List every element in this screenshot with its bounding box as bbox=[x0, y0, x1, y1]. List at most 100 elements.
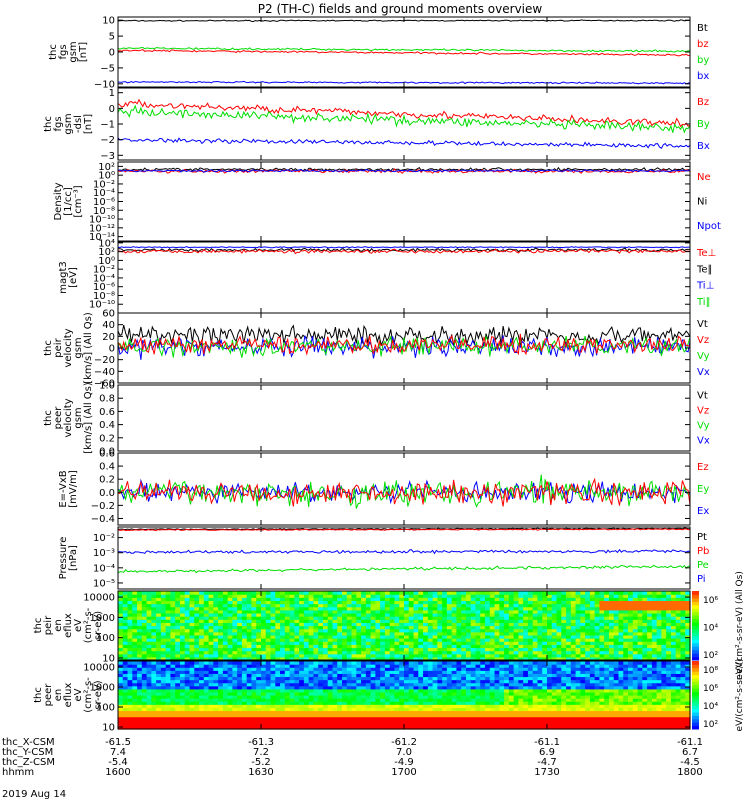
spectrogram-cell bbox=[189, 600, 195, 605]
spectrogram-cell bbox=[275, 676, 281, 681]
spectrogram-cell bbox=[332, 591, 338, 595]
spectrogram-cell bbox=[118, 673, 124, 678]
spectrogram-cell bbox=[170, 600, 176, 605]
spectrogram-cell bbox=[118, 594, 124, 598]
spectrogram-cell bbox=[408, 691, 415, 696]
spectrogram-cell bbox=[494, 691, 500, 696]
spectrogram-cell bbox=[461, 641, 467, 645]
spectrogram-cell bbox=[580, 647, 586, 652]
spectrogram-cell bbox=[280, 656, 286, 661]
spectrogram-cell bbox=[303, 673, 310, 678]
spectrogram-cell bbox=[361, 616, 367, 620]
spectrogram-cell bbox=[485, 634, 491, 639]
spectrogram-cell bbox=[423, 656, 429, 661]
spectrogram-cell bbox=[647, 647, 653, 652]
spectrogram-cell bbox=[394, 641, 400, 645]
spectrogram-cell bbox=[575, 622, 581, 627]
spectrogram-cell bbox=[218, 612, 224, 617]
spectrogram-cell bbox=[203, 591, 210, 595]
spectrogram-cell bbox=[566, 591, 572, 595]
spectrogram-cell bbox=[294, 597, 300, 602]
spectrogram-cell bbox=[394, 656, 400, 661]
spectrogram-cell bbox=[470, 641, 477, 645]
spectrogram-cell bbox=[399, 650, 405, 655]
spectrogram-cell bbox=[189, 612, 195, 617]
spectrogram-cell bbox=[423, 698, 429, 702]
spectrogram-cell bbox=[165, 594, 172, 598]
spectrogram-cell bbox=[485, 622, 491, 627]
spectrogram-cell bbox=[413, 716, 419, 721]
spectrogram-cell bbox=[241, 612, 248, 617]
spectrogram-cell bbox=[251, 603, 257, 608]
spectrogram-cell bbox=[361, 701, 367, 705]
spectrogram-cell bbox=[246, 719, 253, 724]
spectrogram-cell bbox=[513, 625, 519, 630]
spectrogram-cell bbox=[494, 653, 500, 658]
spectrogram-cell bbox=[499, 600, 505, 605]
spectrogram-cell bbox=[189, 682, 195, 687]
spectrogram-cell bbox=[475, 713, 481, 718]
spectrogram-cell bbox=[394, 704, 400, 708]
y-axis-label-line: Pressure bbox=[58, 537, 69, 580]
spectrogram-cell bbox=[256, 676, 262, 681]
spectrogram-cell bbox=[394, 676, 400, 681]
spectrogram-cell bbox=[284, 622, 291, 627]
spectrogram-cell bbox=[537, 641, 543, 645]
spectrogram-cell bbox=[303, 653, 310, 658]
spectrogram-cell bbox=[589, 591, 596, 595]
spectrogram-cell bbox=[146, 695, 152, 699]
spectrogram-cell bbox=[141, 616, 148, 620]
spectrogram-cell bbox=[418, 713, 424, 718]
spectrogram-cell bbox=[404, 719, 410, 724]
spectrogram-cell bbox=[270, 644, 276, 649]
spectrogram-cell bbox=[651, 616, 658, 620]
spectrogram-cell bbox=[284, 612, 291, 617]
spectrogram-cell bbox=[566, 650, 572, 655]
spectrogram-cell bbox=[184, 670, 191, 674]
spectrogram-cell bbox=[327, 701, 334, 705]
spectrogram-cell bbox=[284, 625, 291, 630]
spectrogram-cell bbox=[537, 701, 543, 705]
spectrogram-cell bbox=[194, 631, 200, 636]
spectrogram-cell bbox=[389, 661, 396, 665]
spectrogram-cell bbox=[499, 644, 505, 649]
spectrogram-cell bbox=[327, 676, 334, 681]
spectrogram-cell bbox=[318, 695, 324, 699]
spectrogram-cell bbox=[513, 606, 519, 611]
spectrogram-cell bbox=[299, 704, 305, 708]
spectrogram-cell bbox=[489, 644, 496, 649]
spectrogram-cell bbox=[356, 594, 362, 598]
spectrogram-cell bbox=[265, 691, 272, 696]
spectrogram-cell bbox=[380, 704, 386, 708]
spectrogram-cell bbox=[213, 719, 219, 724]
spectrogram-cell bbox=[232, 725, 238, 730]
spectrogram-cell bbox=[313, 725, 319, 730]
spectrogram-cell bbox=[203, 670, 210, 674]
spectrogram-cell bbox=[494, 606, 500, 611]
spectrogram-cell bbox=[199, 707, 205, 712]
spectrogram-cell bbox=[294, 647, 300, 652]
spectrogram-cell bbox=[275, 679, 281, 684]
spectrogram-cell bbox=[199, 713, 205, 718]
spectrogram-cell bbox=[589, 641, 596, 645]
spectrogram-cell bbox=[380, 609, 386, 614]
spectrogram-cell bbox=[213, 594, 219, 598]
spectrogram-cell bbox=[685, 603, 691, 608]
y-tick-label: −1 bbox=[100, 120, 115, 131]
spectrogram-cell bbox=[289, 650, 295, 655]
spectrogram-cell bbox=[165, 682, 172, 687]
spectrogram-cell bbox=[613, 609, 620, 614]
spectrogram-cell bbox=[361, 631, 367, 636]
spectrogram-cell bbox=[494, 631, 500, 636]
spectrogram-cell bbox=[437, 661, 443, 665]
spectrogram-cell bbox=[199, 667, 205, 671]
spectrogram-cell bbox=[375, 647, 381, 652]
spectrogram-cell bbox=[184, 625, 191, 630]
spectrogram-cell bbox=[194, 634, 200, 639]
spectrogram-cell bbox=[189, 710, 195, 715]
spectrogram-cell bbox=[222, 653, 229, 658]
spectrogram-cell bbox=[241, 619, 248, 623]
y-axis-label-line: magt3 bbox=[58, 261, 69, 294]
spectrogram-cell bbox=[485, 691, 491, 696]
spectrogram-cell bbox=[280, 667, 286, 671]
